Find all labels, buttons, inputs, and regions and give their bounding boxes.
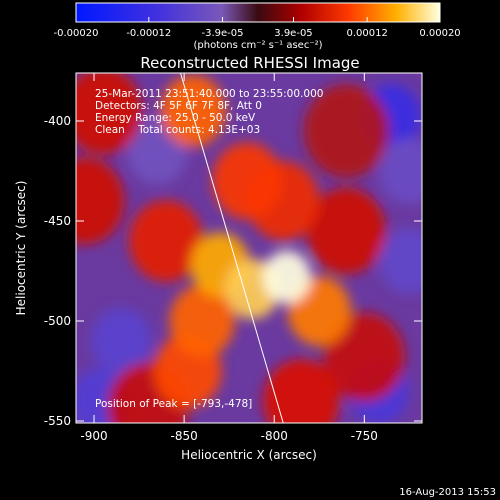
x-tick-label: -850 [171,429,198,443]
y-tick-label: -500 [44,314,71,328]
heatmap-blob [262,358,340,423]
plot-frame [75,72,423,424]
x-tick-label: -900 [80,429,107,443]
info-annotations: 25-Mar-2011 23:51:40.000 to 23:55:00.000… [95,88,323,136]
axis-ticks: -900 -850 -800 -750 -400 -450 -500 -550 [44,73,422,443]
colorbar-tick-label: -3.9e-05 [202,28,244,39]
colorbar: -0.00020 -0.00012 -3.9e-05 3.9e-05 0.00012 0.… [54,2,461,51]
x-tick-label: -800 [261,429,288,443]
heatmap-blob [212,142,283,220]
y-axis-label: Heliocentric Y (arcsec) [14,181,28,316]
heatmap-blob [379,228,422,294]
chart-title: Reconstructed RHESSI Image [140,54,359,72]
annotation-time-range: 25-Mar-2011 23:51:40.000 to 23:55:00.000 [95,88,323,100]
y-tick-label: -450 [44,214,71,228]
y-tick-label: -550 [44,414,71,428]
colorbar-tick-label: -0.00020 [54,28,99,39]
plot-area: -900 -850 -800 -750 -400 -450 -500 -550 25-Mar-… [44,72,423,443]
heatmap-blob [262,250,311,304]
colorbar-ticks: -0.00020 -0.00012 -3.9e-05 3.9e-05 0.00012 0.… [54,17,461,39]
annotation-energy-range: Energy Range: 25.0 - 50.0 keV [95,112,256,124]
heatmap-blob [160,74,226,148]
heatmap-blob [128,200,204,282]
annotation-clean-counts: Clean Total counts: 4.13E+03 [95,124,260,136]
heatmap-blob [379,138,422,204]
colorbar-tick-label: 3.9e-05 [274,28,312,39]
x-tick-label: -750 [351,429,378,443]
colorbar-tick-label: 0.00020 [419,28,460,39]
heatmap-blob [76,73,143,155]
heatmap-blob [76,157,125,245]
x-axis-label: Heliocentric X (arcsec) [181,448,317,462]
heatmap-blob [323,312,405,402]
peak-position-label: Position of Peak = [-793,-478] [95,398,252,410]
colorbar-units: (photons cm⁻² s⁻¹ asec⁻²) [193,40,322,51]
generation-date: 16-Aug-2013 15:53 [399,487,496,498]
heatmap-blob [303,84,390,178]
heatmap-blob [169,284,235,358]
y-tick-label: -400 [44,114,71,128]
solar-limb-line [180,73,284,423]
heatmap-blob [306,187,386,275]
colorbar-tick-label: 0.00012 [347,28,388,39]
colorbar-tick-label: -0.00012 [126,28,171,39]
heatmap-blob [91,308,152,374]
colorbar-gradient [75,2,441,23]
heatmap-image [76,73,422,423]
annotation-detectors: Detectors: 4F 5F 6F 7F 8F, Att 0 [95,100,262,112]
